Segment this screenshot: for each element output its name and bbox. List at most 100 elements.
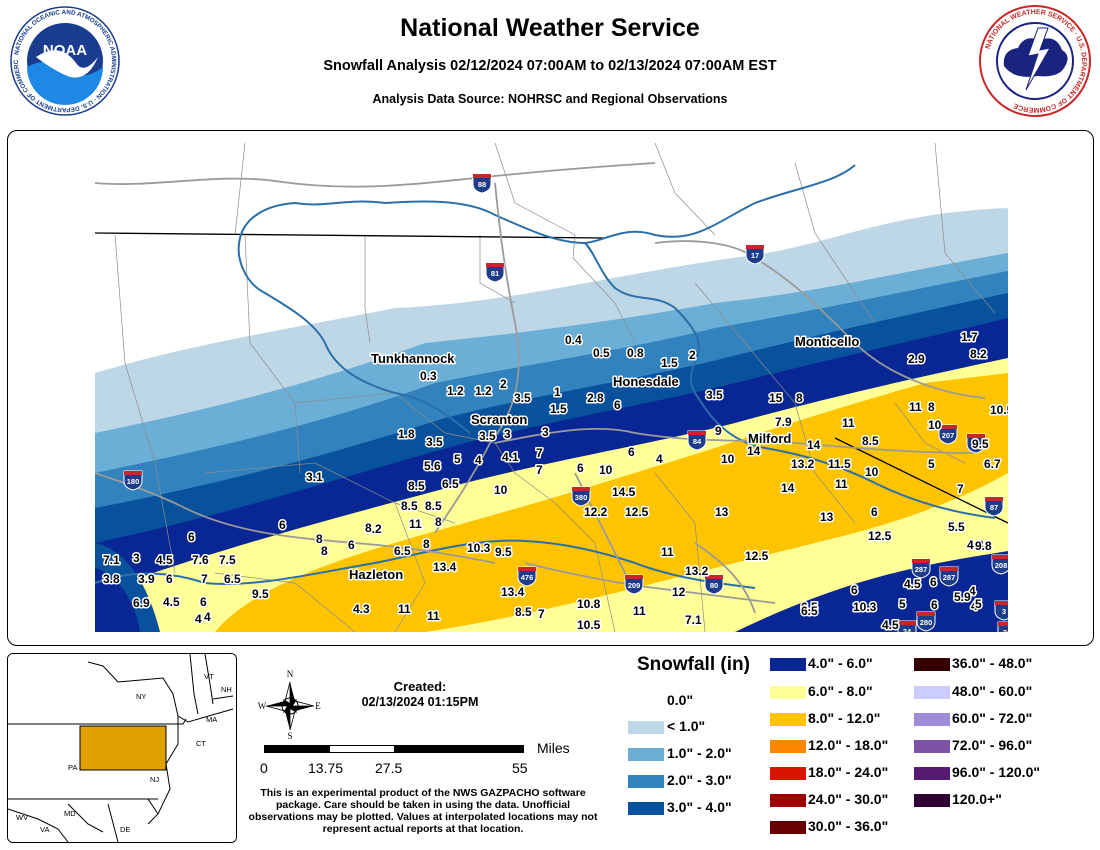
snowfall-obs: 1.8 bbox=[398, 427, 415, 441]
snowfall-obs: 6.5 bbox=[801, 600, 818, 614]
snowfall-obs: 1.5 bbox=[550, 402, 567, 416]
snowfall-obs: 6 bbox=[628, 445, 635, 459]
interstate-shield-81: 81 bbox=[485, 262, 505, 283]
snowfall-obs: 6 bbox=[851, 583, 858, 597]
snowfall-obs: 8 bbox=[423, 537, 430, 551]
snowfall-obs: 0.8 bbox=[627, 346, 644, 360]
snowfall-obs: 3.5 bbox=[706, 388, 723, 402]
map-title: National Weather Service bbox=[400, 14, 700, 42]
legend-label-5: 4.0" - 6.0" bbox=[808, 655, 873, 671]
inset-label-ct: CT bbox=[196, 739, 206, 748]
snowfall-obs: 8 bbox=[796, 391, 803, 405]
svg-text:81: 81 bbox=[491, 269, 499, 278]
legend-swatch-17 bbox=[914, 794, 950, 807]
snowfall-obs: 5 bbox=[975, 597, 982, 611]
snowfall-obs: 6 bbox=[871, 505, 878, 519]
legend-swatch-2 bbox=[628, 748, 664, 761]
interstate-shield-287: 287 bbox=[911, 558, 931, 579]
scale-bar bbox=[264, 745, 524, 753]
legend-swatch-6 bbox=[770, 686, 806, 699]
snowfall-obs: 0.5 bbox=[593, 346, 610, 360]
snowfall-obs: 4.5 bbox=[156, 553, 173, 567]
interstate-shield-24: 24 bbox=[897, 620, 917, 632]
snowfall-obs: 3 bbox=[504, 427, 511, 441]
interstate-shield-208: 208 bbox=[991, 554, 1008, 575]
snowfall-obs: 1.5 bbox=[661, 356, 678, 370]
snowfall-obs: 2.9 bbox=[908, 352, 925, 366]
svg-text:6: 6 bbox=[974, 440, 978, 449]
scale-tick-275: 27.5 bbox=[375, 760, 403, 776]
legend-swatch-16 bbox=[914, 767, 950, 780]
snowfall-obs: 5.9 bbox=[954, 590, 971, 604]
snowfall-obs: 4 bbox=[969, 584, 976, 598]
data-source-line: Analysis Data Source: NOHRSC and Regiona… bbox=[372, 92, 728, 106]
snowfall-obs: 11 bbox=[835, 477, 848, 491]
snowfall-obs: 10 bbox=[721, 452, 735, 466]
snow-band-8to12 bbox=[215, 373, 1008, 632]
compass-rose: N S E W bbox=[258, 669, 321, 740]
snowfall-obs: 7 bbox=[201, 572, 208, 586]
compass-e: E bbox=[315, 701, 321, 711]
snowfall-obs: 5 bbox=[899, 597, 906, 611]
snowfall-obs: 10 bbox=[865, 465, 879, 479]
snowfall-obs: 11 bbox=[842, 416, 855, 430]
snowfall-obs: 3.9 bbox=[138, 572, 155, 586]
legend-swatch-12 bbox=[914, 658, 950, 671]
city-honesdale: Honesdale bbox=[613, 374, 679, 389]
legend-label-13: 48.0" - 60.0" bbox=[952, 683, 1033, 699]
snowfall-obs: 4.8 bbox=[967, 538, 984, 552]
snowfall-obs: 13 bbox=[820, 510, 834, 524]
svg-text:209: 209 bbox=[628, 581, 641, 590]
snowfall-obs: 6 bbox=[348, 538, 355, 552]
interstate-shield-380: 380 bbox=[571, 486, 591, 507]
snowfall-obs: 7.9 bbox=[775, 415, 792, 429]
svg-text:88: 88 bbox=[478, 180, 486, 189]
snowfall-obs: 7 bbox=[536, 446, 543, 460]
snowfall-obs: 6 bbox=[577, 461, 584, 475]
interstate-shield-476: 476 bbox=[517, 566, 537, 587]
nws-logo: NATIONAL WEATHER SERVICE · U.S. DEPARTME… bbox=[979, 5, 1091, 117]
interstate-shield-80: 80 bbox=[704, 574, 724, 595]
snowfall-obs: 3.5 bbox=[514, 391, 531, 405]
snowfall-obs: 10 bbox=[928, 418, 942, 432]
snow-band-6to8 bbox=[95, 358, 1008, 632]
legend-label-3: 2.0" - 3.0" bbox=[667, 772, 732, 788]
snowfall-obs: 5 bbox=[454, 452, 461, 466]
legend-swatch-9 bbox=[770, 767, 806, 780]
legend-swatch-5 bbox=[770, 658, 806, 671]
snowfall-obs: 4.1 bbox=[502, 450, 519, 464]
interstate-shield-87: 87 bbox=[984, 496, 1004, 517]
snowfall-obs: 0.3 bbox=[420, 369, 437, 383]
snowfall-obs: 7 bbox=[538, 607, 545, 621]
snowfall-obs: 2.8 bbox=[587, 391, 604, 405]
snowfall-obs: 13.4 bbox=[433, 560, 457, 574]
legend-label-2: 1.0" - 2.0" bbox=[667, 745, 732, 761]
interstate-shield-21: 21 bbox=[997, 621, 1008, 632]
snowfall-obs: 4.5 bbox=[882, 618, 899, 632]
snowfall-obs: 11 bbox=[427, 609, 440, 623]
snowfall-obs: 8.2 bbox=[365, 522, 382, 536]
snowfall-obs: 14.5 bbox=[612, 485, 636, 499]
snowfall-obs: 5 bbox=[928, 457, 935, 471]
snowfall-obs: 4 bbox=[656, 452, 663, 466]
scale-tick-0: 0 bbox=[260, 760, 268, 776]
snowfall-obs: 9.5 bbox=[495, 545, 512, 559]
snowfall-obs: 3.5 bbox=[479, 429, 496, 443]
snowfall-obs: 6.5 bbox=[801, 604, 818, 618]
city-scranton: Scranton bbox=[471, 412, 527, 427]
snowfall-obs: 1.2 bbox=[447, 384, 464, 398]
snowfall-obs: 8 bbox=[321, 544, 328, 558]
interstate-shield-84: 84 bbox=[687, 430, 707, 451]
snowfall-obs: 3 bbox=[542, 425, 549, 439]
snowfall-obs: 10.8 bbox=[577, 597, 601, 611]
snowfall-obs: 10.3 bbox=[853, 600, 877, 614]
inset-label-vt: VT bbox=[204, 672, 214, 681]
legend-swatch-15 bbox=[914, 740, 950, 753]
svg-text:476: 476 bbox=[521, 573, 534, 582]
snowfall-obs: 12.5 bbox=[745, 549, 769, 563]
noaa-logo: NATIONAL OCEANIC AND ATMOSPHERIC ADMINIS… bbox=[10, 5, 120, 116]
snowfall-obs: 6.9 bbox=[133, 596, 150, 610]
inset-label-nh: NH bbox=[221, 685, 232, 694]
snowfall-obs: 2 bbox=[500, 377, 507, 391]
snowfall-obs: 6 bbox=[614, 398, 621, 412]
